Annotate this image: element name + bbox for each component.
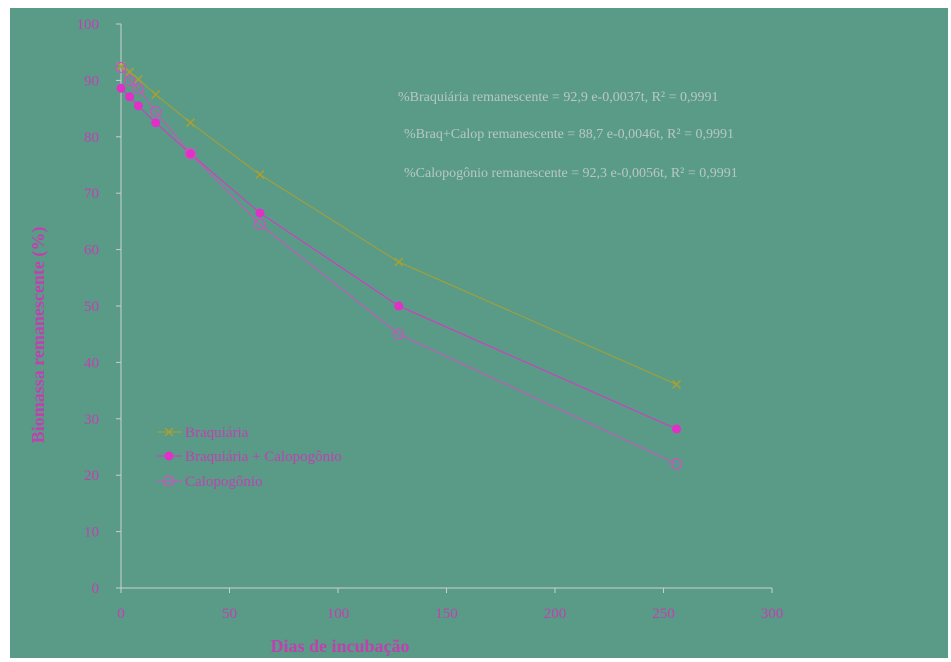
legend-label: Braquiária [185, 425, 249, 441]
data-point-open-circle [115, 61, 127, 74]
x-tick-label: 300 [761, 606, 784, 622]
legend-marker-x [164, 427, 174, 437]
annotation-calopogonio: %Calopogônio remanescente = 92,3 e-0,005… [404, 166, 738, 181]
y-tick-label: 0 [92, 581, 100, 597]
data-point-open-circle [150, 105, 162, 118]
data-point-open-circle [184, 148, 197, 160]
legend-item-calopogonio: Calopogônio [157, 474, 263, 490]
y-tick-label: 70 [84, 186, 99, 202]
x-tick-label: 250 [652, 606, 675, 622]
y-tick-label: 90 [84, 73, 99, 89]
chart-background [10, 8, 948, 658]
x-tick-label: 0 [117, 606, 125, 622]
data-point-x [255, 170, 265, 180]
data-point-open-circle [670, 458, 683, 470]
data-point-open-circle [124, 74, 136, 87]
data-point-filled-circle [125, 92, 135, 102]
axes [120, 24, 772, 589]
data-point-open-circle [393, 328, 405, 340]
legend-marker-filled-circle [164, 451, 174, 461]
ticks: 0 50 100 150 200 250 300 0 10 20 30 40 50 60 70 80 90 100 [77, 17, 784, 622]
data-point-filled-circle [151, 118, 161, 128]
x-tick-label: 200 [544, 606, 567, 622]
y-tick-label: 100 [77, 17, 100, 33]
legend-label: Braquiária + Calopogônio [185, 449, 342, 465]
series-lines [120, 65, 677, 465]
y-axis-title: Biomassa remanescente (%) [28, 227, 49, 444]
data-point-open-circle [254, 218, 266, 230]
legend-item-braquiaria: Braquiária [157, 425, 249, 441]
x-tick-label: 150 [435, 606, 458, 622]
series-markers [115, 61, 683, 470]
data-point-filled-circle [394, 301, 404, 311]
x-tick-label: 50 [222, 606, 237, 622]
series-line-0 [120, 65, 677, 385]
x-tick-label: 100 [327, 606, 350, 622]
data-point-filled-circle [116, 83, 126, 93]
data-point-x [151, 89, 161, 100]
legend-marker-open-circle [163, 475, 175, 487]
y-tick-label: 80 [84, 130, 99, 146]
y-tick-label: 30 [84, 412, 99, 428]
y-tick-label: 40 [84, 355, 99, 371]
data-point-open-circle [132, 83, 144, 95]
y-tick-label: 50 [84, 299, 99, 315]
legend-label: Calopogônio [185, 474, 263, 490]
data-point-x [185, 118, 195, 128]
y-tick-label: 10 [84, 525, 99, 541]
data-point-filled-circle [133, 101, 143, 111]
y-tick-label: 60 [84, 243, 99, 259]
annotation-braquiaria: %Braquiária remanescente = 92,9 e-0,0037… [398, 90, 719, 105]
data-point-x [133, 74, 143, 84]
legend: Braquiária Braquiária + Calopogônio Calo… [157, 425, 342, 490]
data-point-x [394, 257, 404, 267]
data-point-filled-circle [255, 208, 265, 218]
legend-item-braq-calop: Braquiária + Calopogônio [157, 449, 342, 465]
annotation-braq-calop: %Braq+Calop remanescente = 88,7 e-0,0046… [404, 127, 734, 142]
data-point-filled-circle [672, 424, 682, 434]
data-point-filled-circle [185, 149, 195, 159]
data-point-x [125, 67, 135, 77]
series-line-2 [120, 67, 677, 465]
data-point-x [671, 379, 682, 389]
x-axis-title: Dias de incubação [270, 636, 409, 656]
y-tick-label: 20 [84, 468, 99, 484]
